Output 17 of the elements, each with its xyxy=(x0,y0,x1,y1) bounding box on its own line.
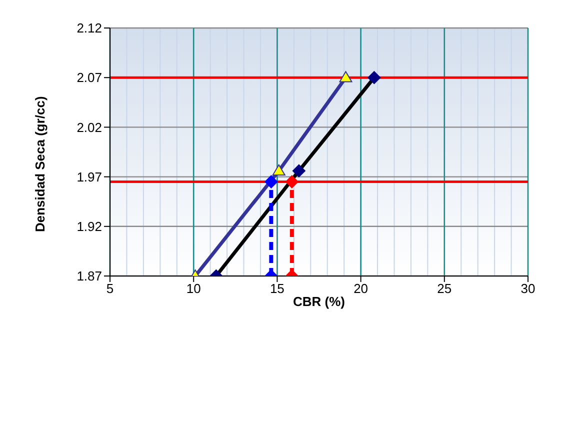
y-axis-title: Densidad Seca (gr/cc) xyxy=(32,96,48,232)
y-tick-label: 2.12 xyxy=(76,20,102,36)
y-tick-label: 2.07 xyxy=(76,70,102,86)
point xyxy=(264,175,278,188)
y-tick-label: 1.92 xyxy=(76,219,102,234)
x-tick-label: 30 xyxy=(520,281,536,296)
y-tick-label: 1.97 xyxy=(76,169,102,184)
x-axis-title: CBR (%) xyxy=(293,294,345,309)
y-tick-label: 2.02 xyxy=(76,120,102,135)
x-tick-label: 20 xyxy=(354,281,368,296)
y-tick-label: 1.87 xyxy=(76,268,102,284)
x-tick-label: 10 xyxy=(186,281,201,296)
point xyxy=(272,164,286,176)
point xyxy=(285,175,298,188)
x-tick-label: 25 xyxy=(437,281,452,296)
x-tick-label: 15 xyxy=(270,281,284,296)
x-tick-label: 5 xyxy=(106,281,114,296)
